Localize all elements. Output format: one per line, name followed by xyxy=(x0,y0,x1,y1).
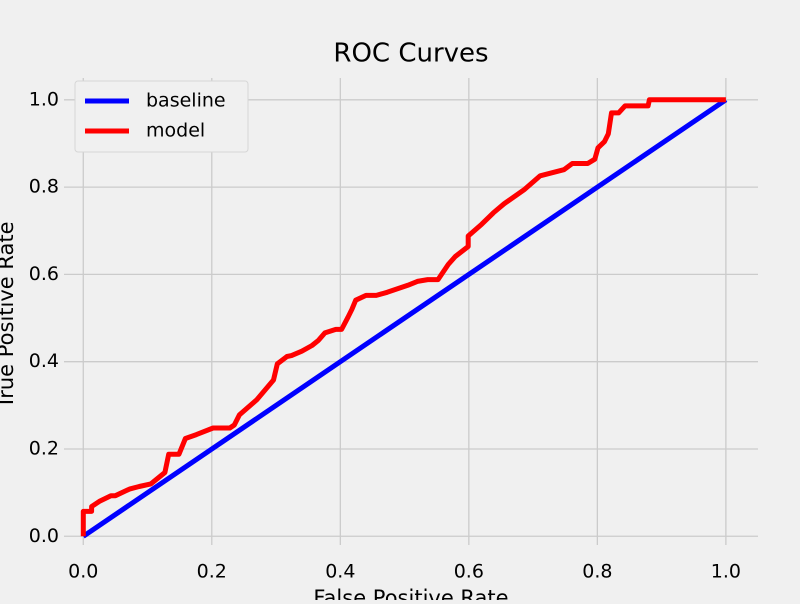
y-tick-label: 0.0 xyxy=(29,525,59,547)
x-tick-label: 1.0 xyxy=(711,561,741,583)
legend-label-baseline: baseline xyxy=(146,90,226,112)
series-line-model xyxy=(80,97,726,537)
y-tick-label: 0.4 xyxy=(29,350,59,372)
x-tick-label: 0.8 xyxy=(582,561,612,583)
y-tick-label: 0.2 xyxy=(29,437,59,459)
x-tick-label: 0.0 xyxy=(68,561,98,583)
y-tick-label: 1.0 xyxy=(29,88,59,110)
x-tick-label: 0.4 xyxy=(325,561,355,583)
y-axis-label: True Positive Rate xyxy=(0,221,18,409)
chart-title: ROC Curves xyxy=(333,39,488,69)
series-layer xyxy=(80,97,728,539)
y-tick-label: 0.6 xyxy=(29,263,59,285)
legend: baseline model xyxy=(74,80,249,153)
x-tick-label: 0.2 xyxy=(197,561,227,583)
x-tick-label: 0.6 xyxy=(454,561,484,583)
y-tick-label: 0.8 xyxy=(29,176,59,198)
x-axis-label: False Positive Rate xyxy=(313,586,508,600)
tick-labels: 0.0 0.2 0.4 0.6 0.8 1.0 0.0 0.2 0.4 0.6 0.8 1.0 xyxy=(29,88,741,582)
legend-label-model: model xyxy=(146,120,205,142)
series-line-baseline xyxy=(81,97,728,539)
